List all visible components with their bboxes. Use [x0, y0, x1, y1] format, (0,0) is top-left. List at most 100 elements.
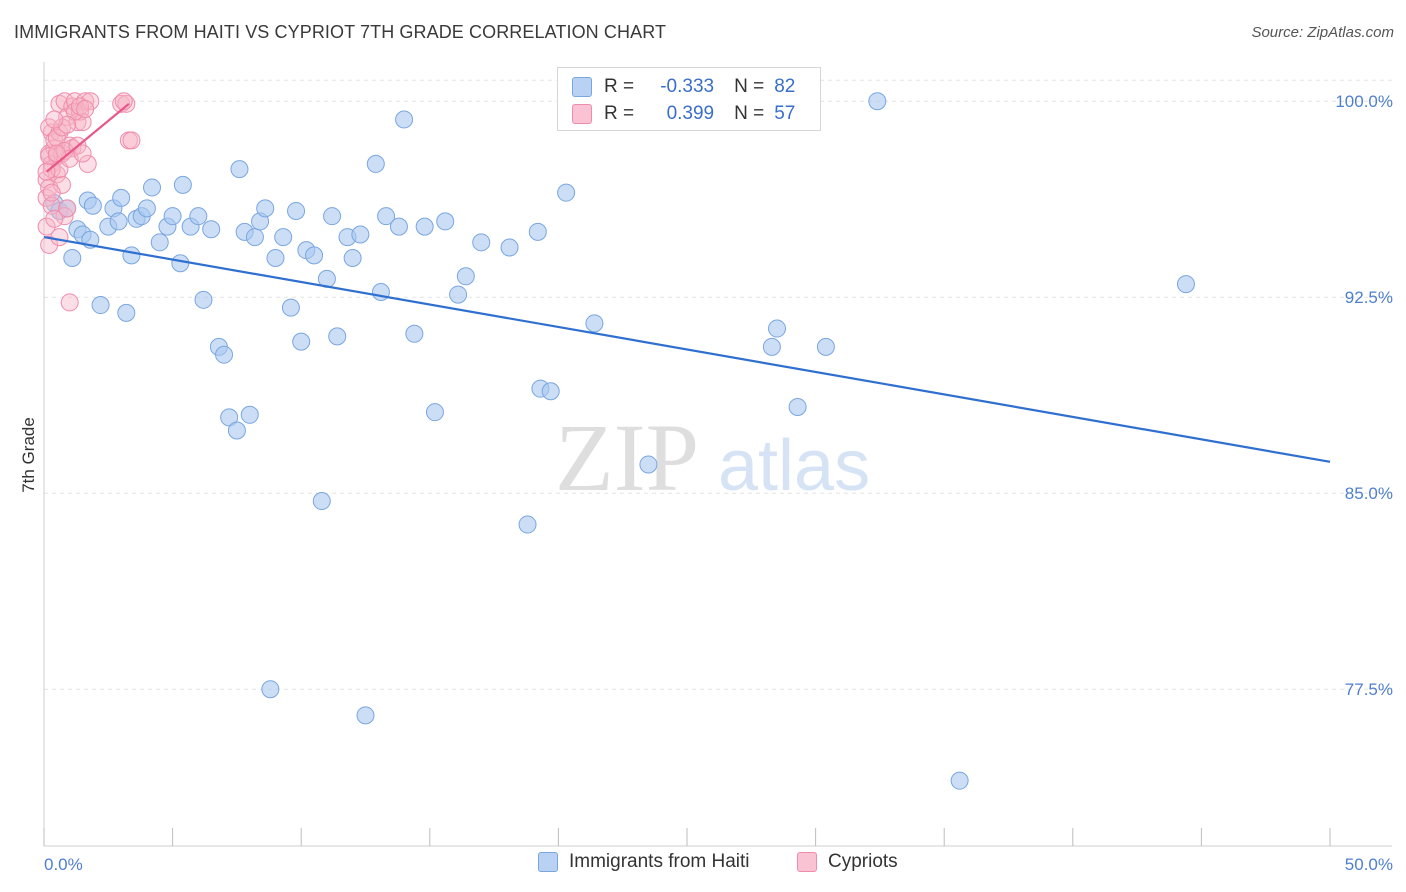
point-cypriots	[42, 183, 61, 202]
point-haiti	[171, 254, 190, 273]
point-haiti	[63, 249, 82, 267]
point-haiti	[405, 324, 424, 343]
series-legend-swatch-haiti	[538, 852, 558, 872]
point-haiti	[245, 228, 264, 247]
series-legend-label-cypriots: Cypriots	[828, 851, 898, 872]
watermark-atlas: atlas	[718, 426, 870, 506]
point-cypriots	[53, 118, 72, 137]
axes	[43, 62, 1392, 847]
point-haiti	[91, 296, 110, 315]
point-haiti	[194, 290, 213, 309]
point-haiti	[215, 345, 234, 364]
point-haiti	[1176, 275, 1195, 294]
point-cypriots	[45, 110, 64, 129]
point-haiti	[150, 233, 169, 252]
legend-row-haiti: R = -0.333 N = 82	[572, 74, 795, 100]
point-haiti	[816, 337, 835, 356]
point-haiti	[240, 405, 259, 424]
point-haiti	[109, 212, 128, 231]
chart-title: IMMIGRANTS FROM HAITI VS CYPRIOT 7TH GRA…	[14, 22, 667, 42]
point-haiti	[328, 327, 347, 346]
point-haiti	[189, 207, 208, 226]
point-haiti	[230, 160, 249, 179]
watermark-zip: ZIP	[555, 404, 699, 511]
point-haiti	[950, 771, 969, 790]
point-haiti	[287, 201, 306, 220]
point-haiti	[281, 298, 300, 317]
legend-n-value: 82	[774, 76, 796, 97]
point-haiti	[415, 217, 434, 236]
y-tick-label: 85.0%	[1345, 484, 1393, 503]
source-label: Source: ZipAtlas.com	[1251, 24, 1394, 41]
point-haiti	[366, 154, 385, 173]
legend-swatch-cypriots	[572, 104, 592, 124]
trend-lines	[43, 102, 1331, 463]
legend-row-cypriots: R = 0.399 N = 57	[572, 101, 795, 127]
point-cypriots	[76, 100, 95, 119]
point-haiti	[585, 314, 604, 333]
point-haiti	[389, 217, 408, 236]
point-haiti	[122, 246, 141, 265]
point-haiti	[762, 337, 781, 356]
series-legend-label-haiti: Immigrants from Haiti	[569, 851, 750, 872]
point-cypriots	[50, 228, 69, 247]
point-haiti	[500, 238, 519, 257]
point-cypriots	[71, 97, 90, 116]
series-legend-cypriots[interactable]: Cypriots	[797, 851, 898, 873]
y-axis-label: 7th Grade	[19, 417, 38, 493]
legend-n-value: 57	[774, 103, 796, 124]
point-haiti	[436, 212, 455, 231]
point-haiti	[449, 285, 468, 304]
point-haiti	[143, 178, 162, 197]
series-legend-haiti[interactable]: Immigrants from Haiti	[538, 851, 750, 873]
point-haiti	[425, 403, 444, 422]
legend-r-label: R =	[604, 103, 635, 124]
legend-r-value: -0.333	[660, 76, 715, 97]
point-cypriots	[122, 131, 141, 150]
point-haiti	[557, 183, 576, 202]
point-haiti	[112, 188, 131, 207]
point-haiti	[541, 382, 560, 401]
point-cypriots	[45, 209, 64, 228]
point-cypriots	[73, 144, 92, 163]
point-haiti	[868, 92, 887, 111]
point-haiti	[768, 319, 787, 338]
point-cypriots	[47, 165, 66, 184]
legend-swatch-haiti	[572, 77, 592, 97]
point-cypriots	[78, 154, 97, 173]
legend-r-label: R =	[604, 76, 635, 97]
point-haiti	[639, 455, 658, 474]
point-haiti	[163, 207, 182, 226]
trend-line-haiti	[43, 236, 1331, 463]
legend-r-value: 0.399	[666, 103, 715, 124]
point-cypriots	[58, 199, 77, 218]
point-haiti	[137, 199, 156, 218]
y-tick-label: 77.5%	[1345, 680, 1393, 699]
x-tick-label: 50.0%	[1345, 855, 1393, 874]
point-haiti	[377, 207, 396, 226]
point-haiti	[351, 225, 370, 244]
point-cypriots	[60, 293, 79, 312]
correlation-legend: R = -0.333 N = 82 R = 0.399 N = 57	[557, 67, 821, 131]
series-legend-swatch-cypriots	[797, 852, 817, 872]
point-haiti	[256, 199, 275, 218]
x-tick-label: 0.0%	[44, 855, 83, 874]
point-haiti	[117, 303, 136, 322]
point-haiti	[312, 492, 331, 511]
point-haiti	[274, 228, 293, 247]
y-tick-label: 100.0%	[1335, 92, 1393, 111]
series-legend: Immigrants from Haiti Cypriots	[0, 851, 1406, 877]
legend-n-label: N =	[734, 76, 765, 97]
point-haiti	[356, 706, 375, 725]
point-haiti	[788, 397, 807, 416]
point-haiti	[173, 175, 192, 194]
trend-line-cypriots	[45, 102, 130, 173]
point-haiti	[83, 196, 102, 215]
point-haiti	[528, 222, 547, 241]
point-haiti	[292, 332, 311, 351]
point-haiti	[202, 220, 221, 239]
point-cypriots	[37, 217, 56, 236]
point-haiti	[518, 515, 537, 534]
tick-labels: 100.0% 92.5% 85.0% 77.5% 0.0% 50.0%	[44, 92, 1393, 874]
